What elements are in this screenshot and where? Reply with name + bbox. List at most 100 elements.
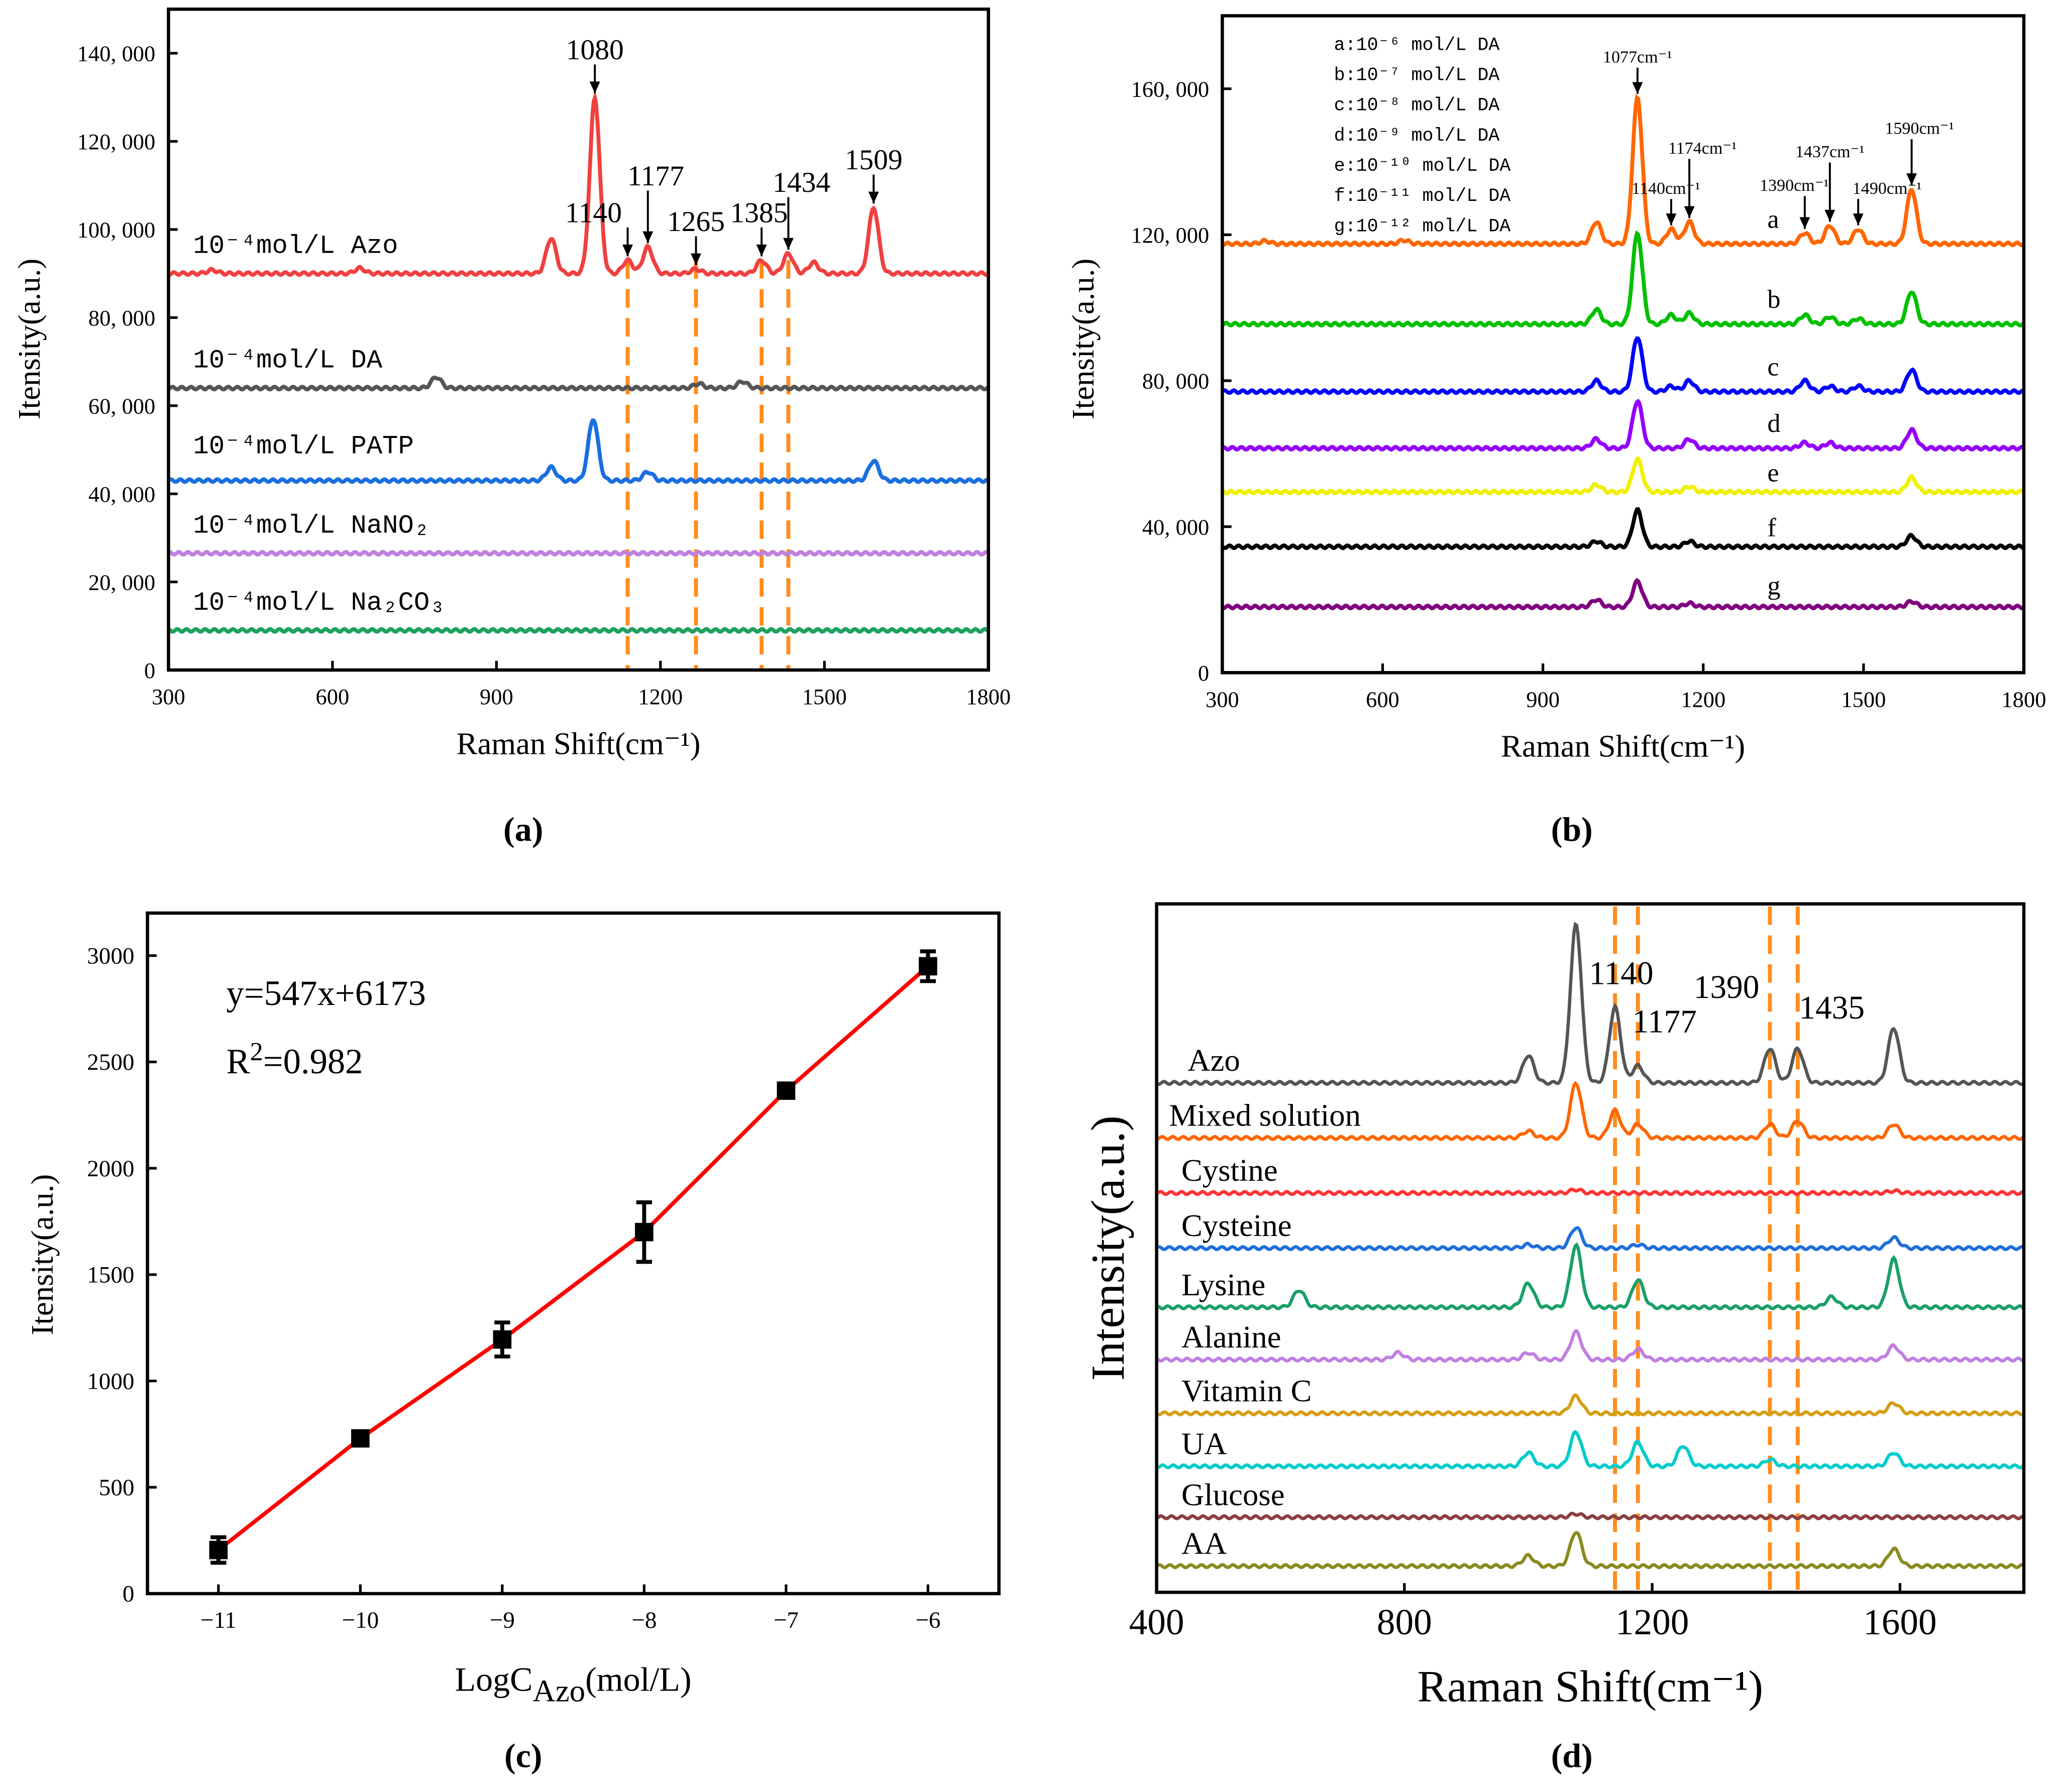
x-tick-label: 1800 <box>966 684 1011 709</box>
series-label: UA <box>1181 1426 1227 1461</box>
arrowhead-icon <box>783 238 794 250</box>
peak-annotation: 1590cm⁻¹ <box>1885 120 1954 138</box>
y-tick-label: 120, 000 <box>77 129 156 154</box>
arrowhead-icon <box>622 244 633 257</box>
y-axis-title: Itensity(a.u.) <box>1065 259 1101 420</box>
arrowhead-icon <box>1853 213 1864 226</box>
y-tick-label: 1000 <box>87 1368 134 1394</box>
series-label: 10⁻⁴mol/L Azo <box>193 231 398 261</box>
data-point <box>351 1429 370 1448</box>
y-tick-label: 160, 000 <box>1131 76 1210 101</box>
x-tick-label: 400 <box>1129 1602 1184 1642</box>
x-tick-label: −7 <box>774 1607 799 1633</box>
r-squared: R2=0.982 <box>227 1037 363 1081</box>
arrowhead-icon <box>1666 213 1677 226</box>
peak-annotation: 1385 <box>730 197 788 229</box>
series-label: d <box>1767 409 1780 438</box>
y-tick-label: 500 <box>99 1475 135 1501</box>
series-label: Cysteine <box>1181 1208 1292 1243</box>
series-label: f <box>1767 513 1776 542</box>
peak-annotation: 1140 <box>1589 956 1653 992</box>
plot-frame <box>167 8 990 672</box>
spectrum-line-cystine <box>1155 1187 2024 1196</box>
series-label: 10⁻⁴mol/L DA <box>193 346 382 376</box>
y-tick-label: 40, 000 <box>1142 514 1209 539</box>
peak-annotation: 1077cm⁻¹ <box>1603 48 1672 66</box>
panel-d: Azo Mixed solution Cystine Cysteine Lysine Al… <box>1082 902 2026 1774</box>
series-label: Alanine <box>1181 1319 1281 1355</box>
x-tick-label: −6 <box>915 1607 940 1633</box>
spectrum-line-10-mol-l-nano- <box>168 549 990 557</box>
spectrum-line-glucose <box>1155 1511 2024 1521</box>
spectrum-line-e <box>1221 456 2025 496</box>
x-tick-label: 600 <box>316 684 350 709</box>
spectrum-line-f <box>1221 507 2024 550</box>
spectrum-line-10-mol-l-da <box>167 375 990 392</box>
spectrum-line-b <box>1221 230 2025 328</box>
y-tick-label: 60, 000 <box>88 393 155 418</box>
spectrum-line-ua <box>1156 1429 2025 1470</box>
arrowhead-icon <box>642 231 654 244</box>
peak-annotation: 1435 <box>1799 990 1865 1026</box>
series-label: e <box>1767 458 1779 487</box>
x-tick-label: 300 <box>1206 687 1239 712</box>
x-tick-label: 300 <box>152 684 185 709</box>
series-label: c <box>1767 353 1779 382</box>
data-point <box>493 1330 512 1349</box>
y-tick-label: 2500 <box>87 1049 134 1075</box>
plot-frame <box>146 911 1001 1596</box>
x-tick-label: 1600 <box>1863 1602 1936 1642</box>
x-axis-title-sub: Azo <box>533 1673 586 1709</box>
spectrum-line-10-mol-l-patp <box>167 418 989 484</box>
arrowhead-icon <box>1906 173 1917 185</box>
spectrum-line-d <box>1222 398 2025 452</box>
series-label: Mixed solution <box>1169 1098 1361 1133</box>
legend-entry: d:10⁻⁹ mol/L DA <box>1334 126 1500 146</box>
r-squared-prefix: R <box>227 1042 250 1081</box>
x-tick-label: 600 <box>1366 687 1399 712</box>
series-label: 10⁻⁴mol/L PATP <box>193 431 413 462</box>
peak-annotation: 1390 <box>1694 969 1760 1005</box>
peak-annotation: 1434 <box>773 167 830 198</box>
panel-a: 10⁻⁴mol/L Azo 10⁻⁴mol/L DA 10⁻⁴mol/L PATP 1… <box>12 8 1011 848</box>
x-tick-label: 1500 <box>1841 687 1886 712</box>
spectrum-line-10-mol-l-azo <box>168 90 990 277</box>
x-tick-label: 1500 <box>802 684 847 709</box>
plot-frame <box>1221 14 2026 675</box>
arrowhead-icon <box>1684 206 1695 218</box>
x-tick-label: 1200 <box>1615 1602 1689 1642</box>
spectrum-line-alanine <box>1155 1329 2024 1363</box>
y-axis-title: Itensity(a.u.) <box>12 259 47 420</box>
x-axis-title: Raman Shift(cm⁻¹) <box>1501 729 1745 764</box>
x-tick-label: −10 <box>342 1607 379 1633</box>
y-tick-label: 20, 000 <box>88 570 155 595</box>
peak-annotation: 1437cm⁻¹ <box>1795 143 1865 161</box>
panel-label: (d) <box>1551 1736 1593 1774</box>
r-squared-sup: 2 <box>250 1037 263 1066</box>
r-squared-value: =0.982 <box>263 1042 363 1081</box>
y-tick-label: 120, 000 <box>1131 222 1210 248</box>
x-tick-label: 1200 <box>1681 687 1725 712</box>
y-tick-label: 0 <box>1198 660 1209 686</box>
x-axis-title: Raman Shift(cm⁻¹) <box>1418 1662 1764 1712</box>
spectrum-line-lysine <box>1156 1242 2025 1311</box>
panel-label: (a) <box>503 810 543 848</box>
x-axis-title: LogCAzo(mol/L) <box>455 1660 692 1709</box>
peak-annotation: 1177 <box>627 160 684 192</box>
x-tick-label: 800 <box>1377 1602 1432 1642</box>
series-label: Azo <box>1187 1043 1240 1078</box>
y-tick-label: 2000 <box>87 1156 134 1182</box>
x-axis-title-main: LogC <box>455 1660 533 1699</box>
series-label: Glucose <box>1181 1477 1285 1512</box>
x-tick-label: 900 <box>480 684 513 709</box>
x-tick-label: −9 <box>490 1607 515 1633</box>
series-label: g <box>1767 572 1780 601</box>
series-label: Lysine <box>1181 1267 1265 1302</box>
series-label: 10⁻⁴mol/L Na₂CO₃ <box>193 588 445 618</box>
x-axis-title-tail: (mol/L) <box>585 1660 692 1699</box>
x-tick-label: 900 <box>1526 687 1560 712</box>
spectrum-line-a <box>1222 93 2025 248</box>
y-tick-label: 3000 <box>87 943 134 969</box>
spectrum-line-g <box>1221 578 2025 611</box>
